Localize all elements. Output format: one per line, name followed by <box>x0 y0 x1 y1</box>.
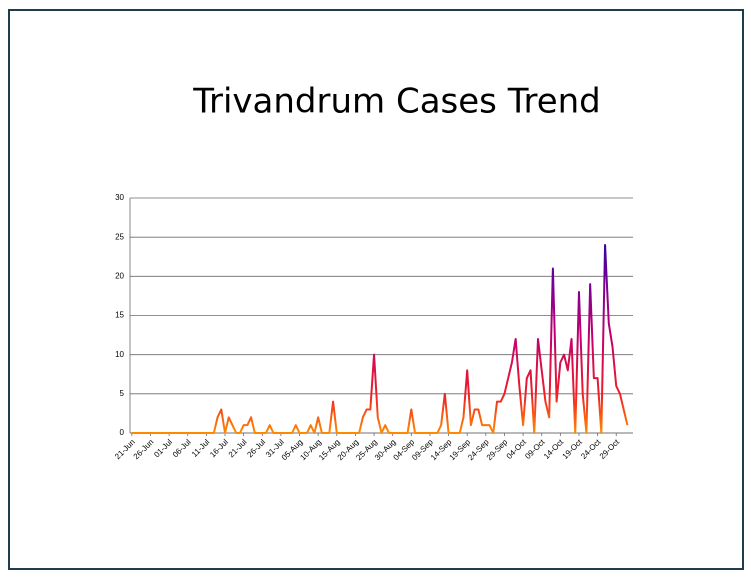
x-tick-label: 06-Jul <box>171 437 193 459</box>
frame <box>8 9 744 570</box>
x-tick-label: 11-Jul <box>190 437 212 459</box>
x-tick-label: 29-Sep <box>485 437 510 462</box>
chart-title: Trivandrum Cases Trend <box>192 82 601 122</box>
data-line <box>131 244 629 434</box>
y-tick-label: 10 <box>115 350 124 359</box>
y-tick-label: 0 <box>120 428 125 437</box>
x-tick-label: 21-Jul <box>227 437 249 459</box>
y-tick-label: 20 <box>115 271 124 280</box>
y-tick-label: 15 <box>115 311 124 320</box>
y-tick-label: 25 <box>115 232 124 241</box>
x-tick-label: 16-Jul <box>208 437 230 459</box>
x-tick-label: 26-Jun <box>132 438 156 462</box>
y-tick-label: 5 <box>120 389 125 398</box>
x-tick-label: 29-Oct <box>598 437 622 461</box>
x-tick-label: 26-Jul <box>245 437 267 459</box>
x-tick-label: 01-Jul <box>152 437 174 459</box>
y-tick-label: 30 <box>115 193 124 202</box>
